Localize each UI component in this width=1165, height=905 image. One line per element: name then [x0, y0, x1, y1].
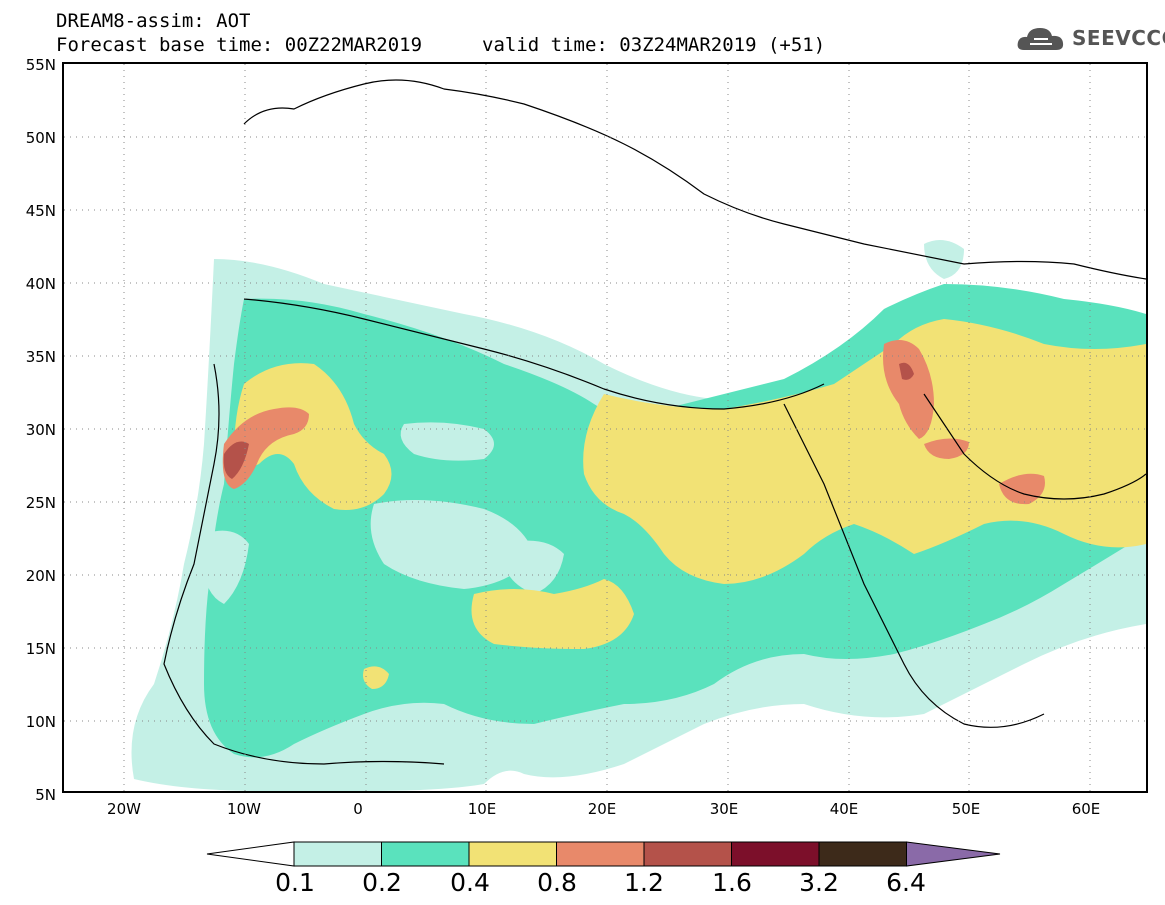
lon-label: 20E	[587, 800, 617, 818]
logo-text: SEEVCCC	[1072, 26, 1165, 50]
lat-label: 40N	[25, 275, 56, 293]
colorbar-label: 3.2	[799, 868, 839, 897]
lon-label: 0	[353, 800, 363, 818]
colorbar-swatch	[818, 841, 907, 867]
lon-label: 10E	[467, 800, 497, 818]
colorbar-max-arrow	[906, 841, 1001, 867]
colorbar-label: 0.1	[275, 868, 315, 897]
lat-label: 35N	[25, 348, 56, 366]
colorbar-min-arrow	[206, 841, 295, 867]
lat-label: 10N	[25, 713, 56, 731]
lat-label: 20N	[25, 567, 56, 585]
lat-label: 5N	[35, 786, 56, 804]
colorbar-swatch	[643, 841, 732, 867]
colorbar-swatch	[293, 841, 382, 867]
map-gridlines	[64, 64, 1146, 791]
aot-low-patches	[204, 422, 564, 604]
forecast-base-time: Forecast base time: 00Z22MAR2019	[56, 34, 423, 56]
lat-label: 55N	[25, 56, 56, 74]
colorbar-label: 0.2	[362, 868, 402, 897]
colorbar-label: 0.8	[537, 868, 577, 897]
lon-label: 10W	[227, 800, 261, 818]
lat-label: 15N	[25, 640, 56, 658]
cloud-icon	[1017, 28, 1064, 50]
colorbar-swatch	[556, 841, 645, 867]
colorbar-swatch	[468, 841, 557, 867]
lon-label: 20W	[107, 800, 141, 818]
coastlines	[163, 79, 1146, 765]
lon-label: 40E	[829, 800, 859, 818]
aot-1.2-field	[223, 362, 914, 479]
lat-label: 45N	[25, 202, 56, 220]
lon-label: 50E	[951, 800, 981, 818]
colorbar	[206, 840, 1001, 872]
lat-label: 50N	[25, 129, 56, 147]
map-title: DREAM8-assim: AOT	[56, 10, 251, 32]
seevccc-logo: SEEVCCC	[1016, 22, 1165, 56]
colorbar-label: 6.4	[886, 868, 926, 897]
map-canvas	[64, 64, 1146, 791]
lat-label: 30N	[25, 421, 56, 439]
colorbar-swatches	[206, 841, 1001, 867]
colorbar-label: 1.6	[712, 868, 752, 897]
lat-label: 25N	[25, 494, 56, 512]
aot-0.4-field	[234, 319, 1146, 689]
colorbar-swatch	[381, 841, 470, 867]
lon-label: 60E	[1071, 800, 1101, 818]
colorbar-label: 1.2	[624, 868, 664, 897]
colorbar-swatch	[731, 841, 820, 867]
lon-label: 30E	[709, 800, 739, 818]
colorbar-label: 0.4	[450, 868, 490, 897]
valid-time: valid time: 03Z24MAR2019 (+51)	[482, 34, 826, 56]
aot-map	[62, 62, 1148, 793]
